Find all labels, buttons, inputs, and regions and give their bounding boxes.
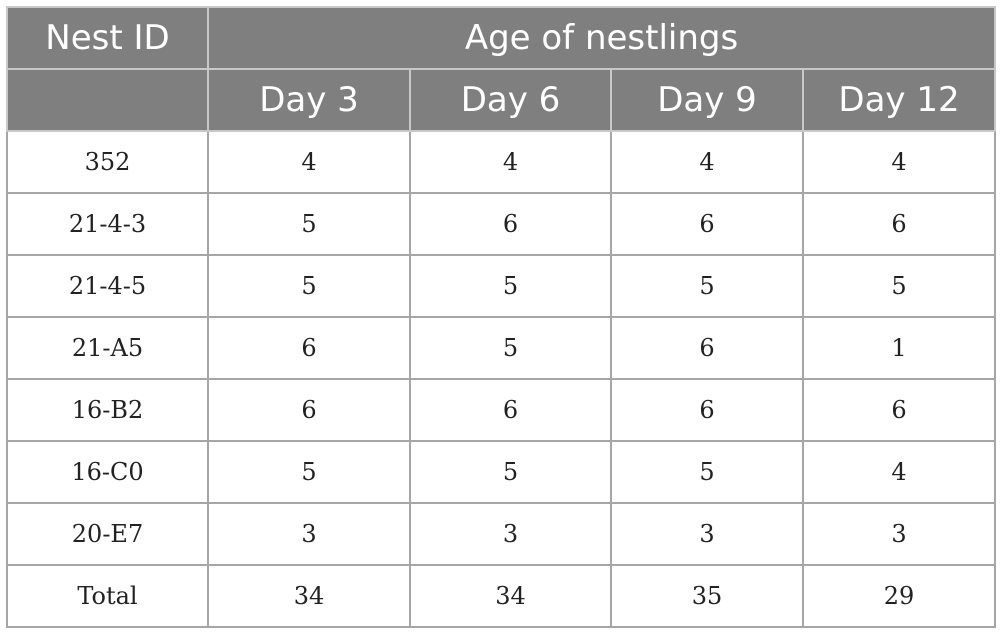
table-row: 16-C0 5 5 5 4 — [6, 440, 997, 504]
value-cell: 3 — [610, 502, 804, 566]
value-cell: 3 — [801, 502, 997, 566]
value-cell: 5 — [409, 440, 612, 504]
value-cell: 5 — [207, 440, 411, 504]
header-row-1: Nest ID Age of nestlings — [6, 6, 997, 70]
total-value-cell: 34 — [207, 564, 411, 628]
nestling-table-container: Nest ID Age of nestlings Day 3 Day 6 Day… — [6, 6, 997, 628]
value-cell: 4 — [610, 130, 804, 194]
table-row: 21-A5 6 5 6 1 — [6, 316, 997, 380]
value-cell: 3 — [409, 502, 612, 566]
header-day-12: Day 12 — [801, 68, 997, 132]
table-row: 16-B2 6 6 6 6 — [6, 378, 997, 442]
header-age-of-nestlings: Age of nestlings — [206, 6, 997, 70]
header-day-3: Day 3 — [207, 68, 411, 132]
table-row: 21-4-3 5 6 6 6 — [6, 192, 997, 256]
header-day-6: Day 6 — [409, 68, 612, 132]
value-cell: 5 — [409, 316, 612, 380]
nestling-table: Nest ID Age of nestlings Day 3 Day 6 Day… — [6, 6, 997, 628]
value-cell: 4 — [207, 130, 411, 194]
value-cell: 5 — [207, 254, 411, 318]
value-cell: 6 — [801, 192, 997, 256]
table-row: 352 4 4 4 4 — [6, 130, 997, 194]
value-cell: 6 — [409, 192, 612, 256]
value-cell: 6 — [801, 378, 997, 442]
nest-id-cell: 21-4-5 — [6, 254, 209, 318]
value-cell: 5 — [610, 254, 804, 318]
value-cell: 6 — [610, 316, 804, 380]
value-cell: 5 — [801, 254, 997, 318]
header-nest-id: Nest ID — [6, 6, 209, 70]
header-row-2: Day 3 Day 6 Day 9 Day 12 — [6, 68, 997, 132]
value-cell: 6 — [409, 378, 612, 442]
value-cell: 5 — [207, 192, 411, 256]
table-header: Nest ID Age of nestlings Day 3 Day 6 Day… — [6, 6, 997, 132]
total-value-cell: 29 — [801, 564, 997, 628]
total-value-cell: 34 — [409, 564, 612, 628]
value-cell: 6 — [610, 192, 804, 256]
value-cell: 4 — [801, 130, 997, 194]
value-cell: 3 — [207, 502, 411, 566]
nest-id-cell: 352 — [6, 130, 209, 194]
header-empty-cell — [6, 68, 209, 132]
value-cell: 4 — [409, 130, 612, 194]
total-value-cell: 35 — [610, 564, 804, 628]
value-cell: 6 — [207, 378, 411, 442]
nest-id-cell: 21-A5 — [6, 316, 209, 380]
header-day-9: Day 9 — [610, 68, 804, 132]
value-cell: 6 — [610, 378, 804, 442]
value-cell: 5 — [610, 440, 804, 504]
value-cell: 1 — [801, 316, 997, 380]
value-cell: 4 — [801, 440, 997, 504]
table-row: 21-4-5 5 5 5 5 — [6, 254, 997, 318]
nest-id-cell: 16-C0 — [6, 440, 209, 504]
value-cell: 5 — [409, 254, 612, 318]
nest-id-cell: 21-4-3 — [6, 192, 209, 256]
table-row: 20-E7 3 3 3 3 — [6, 502, 997, 566]
table-body: 352 4 4 4 4 21-4-3 5 6 6 6 21-4-5 5 5 5 … — [6, 130, 997, 628]
total-label-cell: Total — [6, 564, 209, 628]
total-row: Total 34 34 35 29 — [6, 564, 997, 628]
nest-id-cell: 16-B2 — [6, 378, 209, 442]
value-cell: 6 — [207, 316, 411, 380]
nest-id-cell: 20-E7 — [6, 502, 209, 566]
